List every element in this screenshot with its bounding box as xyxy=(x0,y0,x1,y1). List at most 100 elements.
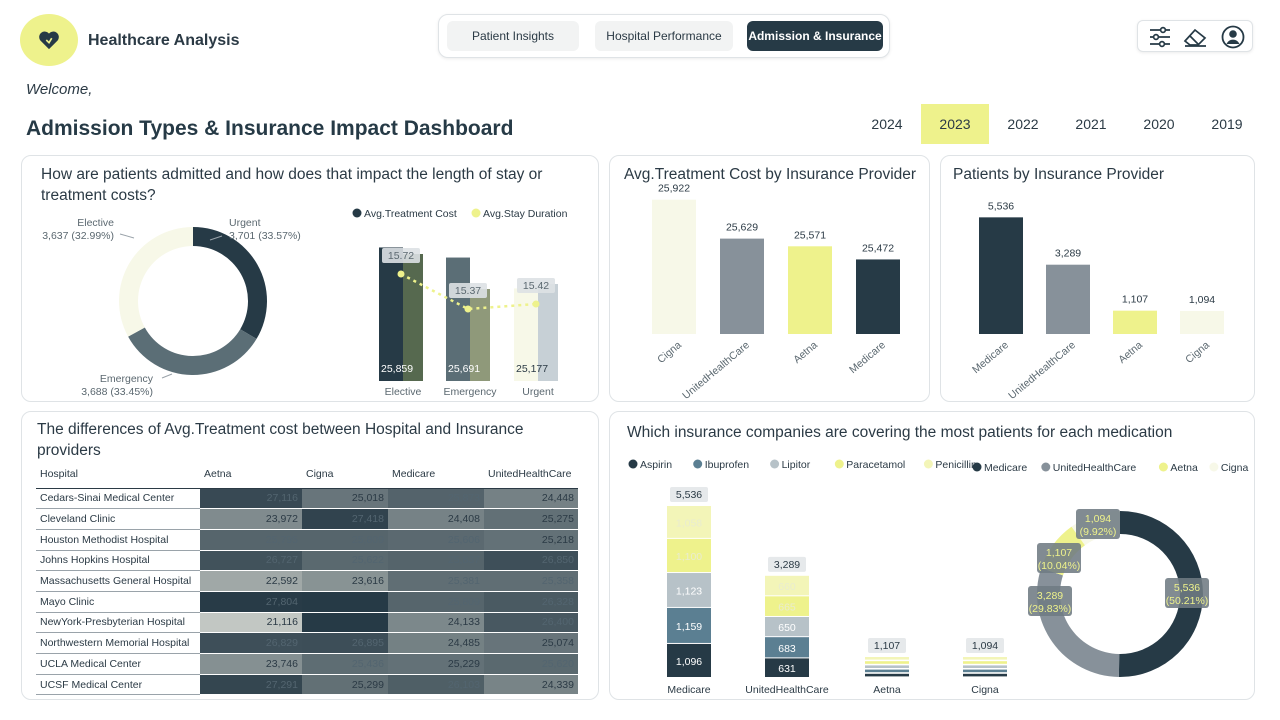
stay-bar xyxy=(538,284,558,381)
bar-value-label: 5,536 xyxy=(988,200,1014,212)
eraser-icon[interactable] xyxy=(1182,24,1208,50)
donut-slice-medicare xyxy=(1118,511,1204,677)
hospital-name-cell: Mayo Clinic xyxy=(36,591,200,613)
legend-label: Paracetamol xyxy=(846,459,905,471)
legend-marker xyxy=(923,459,933,469)
bar-category-label: Cigna xyxy=(655,339,684,366)
legend-marker xyxy=(1209,462,1219,472)
hospital-name-cell: Johns Hopkins Hospital xyxy=(36,550,200,572)
table-row[interactable]: Houston Methodist Hospital 25,795 25,809 25… xyxy=(36,529,578,551)
table-row[interactable]: NewYork-Presbyterian Hospital 21,116 24,13… xyxy=(36,612,578,634)
bar-aetna xyxy=(788,246,832,334)
legend-label: Penicillin xyxy=(935,459,977,471)
value-cell: 25,381 xyxy=(388,570,484,592)
toolbar xyxy=(1137,20,1253,52)
tab-admission-insurance[interactable]: Admission & Insurance xyxy=(747,21,883,51)
value-cell: 26,850 xyxy=(484,550,578,572)
table-row[interactable]: Mayo Clinic 27,804 25,809 26,328 xyxy=(36,591,578,613)
bar-medicare xyxy=(856,259,900,334)
table-row[interactable]: Johns Hopkins Hospital 26,727 25,622 25,837… xyxy=(36,550,578,572)
value-cell: 26,400 xyxy=(484,612,578,634)
table-row[interactable]: Northwestern Memorial Hospital 26,829 26,8… xyxy=(36,632,578,654)
table-row[interactable]: Cedars-Sinai Medical Center 27,116 25,018 2… xyxy=(36,488,578,510)
tab-patient-insights[interactable]: Patient Insights xyxy=(447,21,579,51)
segment-value-label: 1,096 xyxy=(676,656,702,668)
logo xyxy=(20,14,78,66)
donut-slice-urgent xyxy=(193,227,267,339)
column-header[interactable]: Medicare xyxy=(388,460,484,489)
bar-category-label: UnitedHealthCare xyxy=(1006,339,1078,402)
year-2022[interactable]: 2022 xyxy=(1007,116,1039,132)
year-2023[interactable]: 2023 xyxy=(921,104,989,144)
user-profile-icon[interactable] xyxy=(1220,24,1246,50)
table-row[interactable]: Massachusetts General Hospital 22,592 23,6… xyxy=(36,570,578,592)
column-header[interactable]: Aetna xyxy=(200,460,302,489)
stack-segment-paracetamol xyxy=(963,661,1007,664)
column-header[interactable]: UnitedHealthCare xyxy=(484,460,578,489)
bar-unitedhealthcare xyxy=(1046,264,1090,334)
medication-coverage-chart: Aspirin Ibuprofen Lipitor Paracetamol Penici… xyxy=(628,459,1248,696)
segment-value-label: 1,058 xyxy=(676,517,702,529)
total-label-bg xyxy=(868,638,906,653)
donut-value-label: 3,637 (32.99%) xyxy=(42,230,114,242)
value-cell: 25,622 xyxy=(302,550,388,572)
donut-category-label: Elective xyxy=(77,217,114,229)
legend-label: Avg.Treatment Cost xyxy=(364,208,457,220)
value-cell: 25,837 xyxy=(388,550,484,572)
value-cell: 24,408 xyxy=(388,508,484,530)
cost-value-label: 25,859 xyxy=(381,363,413,375)
year-2021[interactable]: 2021 xyxy=(1075,116,1107,132)
cost-by-provider-title: Avg.Treatment Cost by Insurance Provider xyxy=(624,166,917,183)
bar-value-label: 25,629 xyxy=(726,222,758,234)
value-cell: 26,829 xyxy=(200,632,302,654)
cost-bar xyxy=(379,247,403,381)
value-cell: 25,873 xyxy=(388,488,484,510)
value-cell: 27,116 xyxy=(200,488,302,510)
table-row[interactable]: Cleveland Clinic 23,972 27,418 24,408 25,275 xyxy=(36,508,578,530)
hospital-insurance-table: Hospital Aetna Cigna Medicare UnitedHeal… xyxy=(36,460,578,696)
stay-value-label: 15.72 xyxy=(388,250,414,262)
stack-segment-aspirin xyxy=(765,658,809,677)
bar-category-label: Medicare xyxy=(847,339,888,376)
category-label: Cigna xyxy=(971,684,999,696)
value-cell: 25,358 xyxy=(484,570,578,592)
stack-segment-lipitor xyxy=(765,616,809,637)
value-cell: 25,299 xyxy=(302,674,388,696)
medication-coverage-card: Which insurance companies are covering t… xyxy=(609,411,1255,700)
legend-marker xyxy=(834,459,844,469)
year-2024[interactable]: 2024 xyxy=(871,116,903,132)
table-row[interactable]: UCLA Medical Center 23,746 25,436 25,229 25,… xyxy=(36,653,578,675)
year-2020[interactable]: 2020 xyxy=(1143,116,1175,132)
cost-value-label: 25,691 xyxy=(448,363,480,375)
stack-segment-lipitor xyxy=(865,665,909,668)
segment-value-label: 1,100 xyxy=(676,551,702,563)
legend-marker xyxy=(352,208,362,218)
column-header[interactable]: Cigna xyxy=(302,460,388,489)
stay-point xyxy=(464,305,472,313)
stay-value-label: 15.37 xyxy=(455,285,481,297)
stay-label-bg xyxy=(517,278,555,293)
category-label: UnitedHealthCare xyxy=(745,684,829,696)
stay-bar xyxy=(403,254,423,381)
total-label-bg xyxy=(768,556,806,572)
filter-sliders-icon[interactable] xyxy=(1147,24,1173,50)
value-cell: 25,229 xyxy=(388,653,484,675)
value-cell: 25,436 xyxy=(302,653,388,675)
table-row[interactable]: UCSF Medical Center 27,291 25,299 26,103 24,… xyxy=(36,674,578,696)
hospital-name-cell: Massachusetts General Hospital xyxy=(36,570,200,592)
bar-value-label: 25,922 xyxy=(658,183,690,195)
legend-marker xyxy=(972,462,982,472)
value-cell xyxy=(302,591,388,613)
column-header[interactable]: Hospital xyxy=(36,460,200,489)
patients-by-provider-card: Patients by Insurance Provider 5,536 Medi… xyxy=(940,155,1255,402)
bar-unitedhealthcare xyxy=(720,238,764,334)
value-cell: 25,809 xyxy=(388,591,484,613)
tab-hospital-performance[interactable]: Hospital Performance xyxy=(595,21,733,51)
total-label-bg xyxy=(670,487,708,502)
stack-segment-aspirin xyxy=(667,643,711,677)
donut-category-label: Emergency xyxy=(100,373,154,385)
bar-value-label: 25,571 xyxy=(794,229,826,241)
year-2019[interactable]: 2019 xyxy=(1211,116,1243,132)
value-cell: 26,103 xyxy=(388,674,484,696)
donut-percent-label: (50.21%) xyxy=(1166,595,1209,607)
